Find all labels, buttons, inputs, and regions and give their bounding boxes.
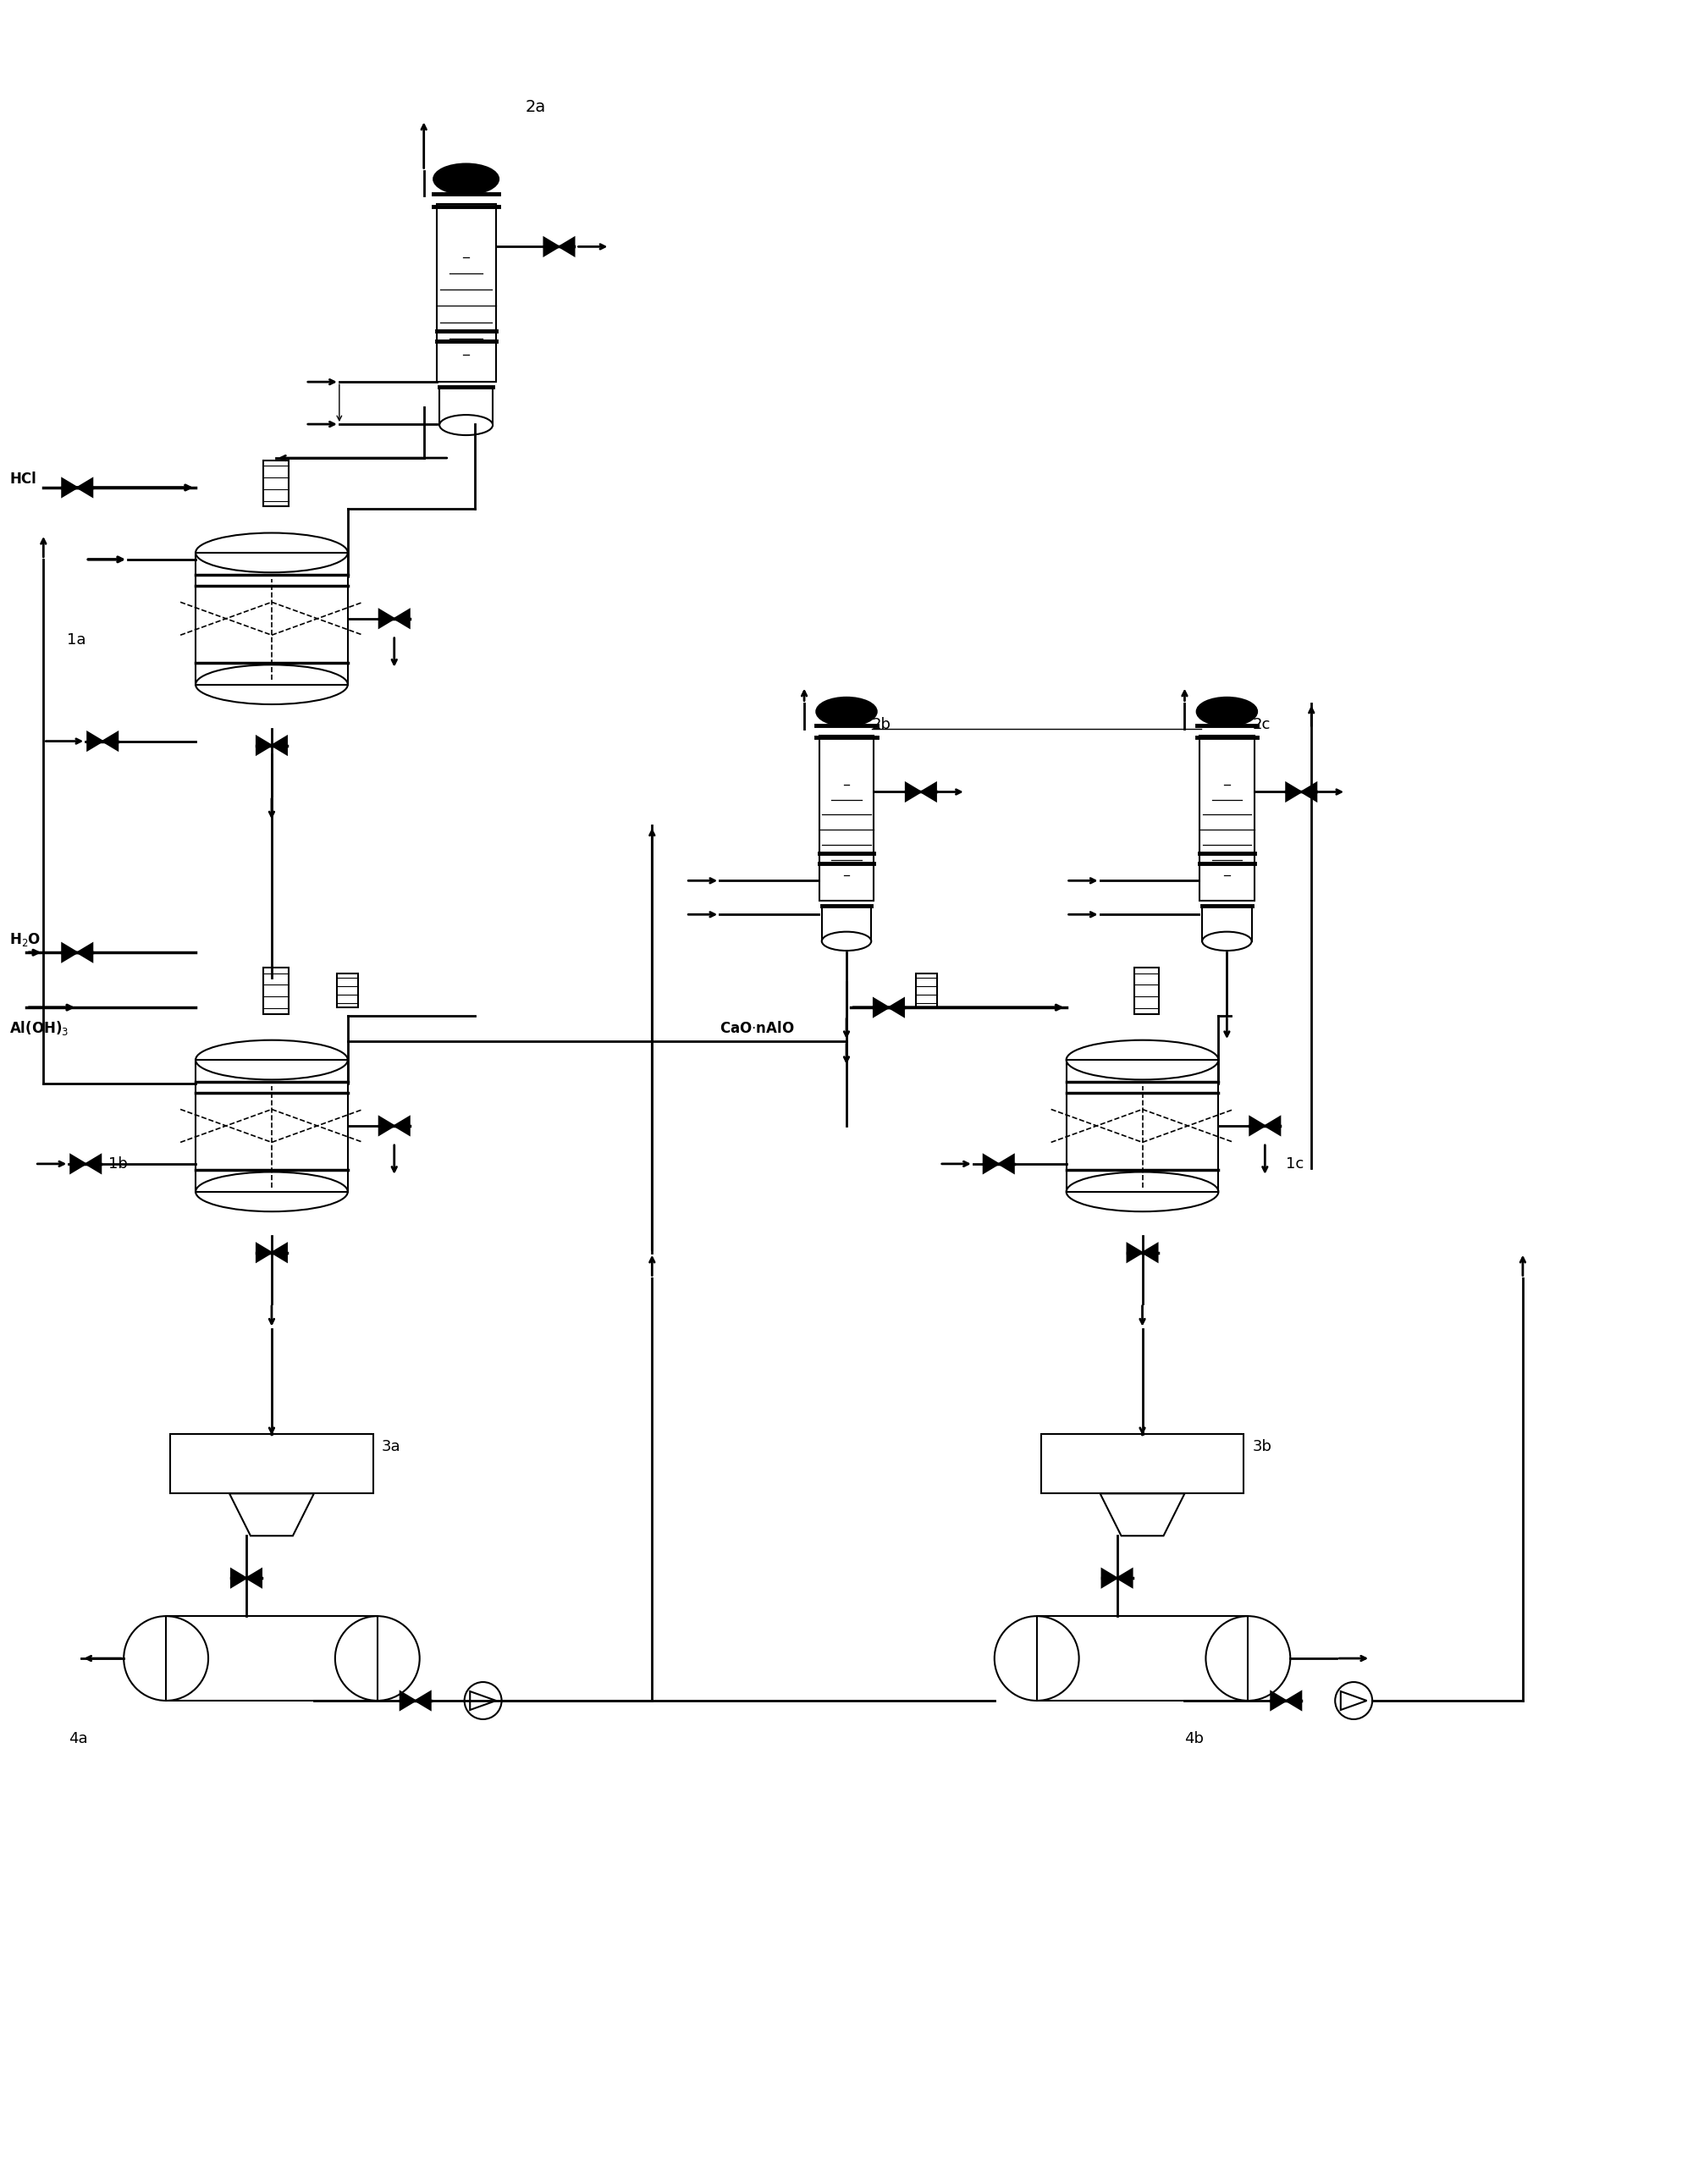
Text: 2b: 2b [872, 716, 891, 732]
Bar [1041, 1435, 1244, 1494]
Bar [821, 906, 871, 941]
Polygon shape [257, 736, 271, 753]
Polygon shape [1302, 782, 1317, 802]
Bar [1067, 1059, 1218, 1192]
Text: 1a: 1a [66, 631, 85, 646]
Text: HCl: HCl [10, 472, 36, 487]
Bar [440, 387, 492, 426]
Polygon shape [1287, 782, 1302, 802]
Polygon shape [378, 609, 394, 627]
Polygon shape [874, 998, 889, 1016]
Polygon shape [416, 1693, 431, 1710]
Text: H$_2$O: H$_2$O [10, 930, 41, 948]
Polygon shape [1287, 1693, 1302, 1710]
Ellipse shape [816, 697, 878, 725]
Polygon shape [544, 238, 559, 256]
Text: Al(OH)$_3$: Al(OH)$_3$ [10, 1020, 70, 1037]
Polygon shape [77, 478, 92, 496]
Bar [165, 1616, 377, 1701]
Text: 4b: 4b [1184, 1732, 1205, 1747]
Polygon shape [77, 943, 92, 961]
Bar [337, 974, 358, 1007]
Ellipse shape [1196, 697, 1258, 725]
Polygon shape [920, 782, 935, 802]
Polygon shape [87, 732, 102, 751]
Polygon shape [271, 736, 286, 753]
Polygon shape [102, 732, 118, 751]
Polygon shape [247, 1568, 261, 1588]
Bar [262, 968, 288, 1013]
Polygon shape [271, 1243, 286, 1262]
Ellipse shape [440, 415, 492, 435]
Bar [820, 736, 874, 902]
Polygon shape [1271, 1693, 1287, 1710]
Ellipse shape [433, 164, 499, 194]
Bar [1036, 1616, 1247, 1701]
Polygon shape [1126, 1243, 1142, 1262]
Bar [436, 205, 496, 382]
Polygon shape [85, 1155, 101, 1173]
Ellipse shape [821, 933, 871, 950]
Bar [1200, 736, 1254, 902]
Polygon shape [1249, 1116, 1264, 1136]
Ellipse shape [1203, 933, 1252, 950]
Polygon shape [378, 1116, 394, 1136]
Polygon shape [1142, 1243, 1157, 1262]
Polygon shape [394, 1116, 409, 1136]
Polygon shape [889, 998, 905, 1016]
Text: 3b: 3b [1252, 1439, 1271, 1455]
Polygon shape [559, 238, 574, 256]
Polygon shape [999, 1155, 1014, 1173]
Text: 1c: 1c [1287, 1155, 1304, 1171]
Text: 2a: 2a [525, 98, 545, 116]
Polygon shape [232, 1568, 247, 1588]
Bar [1133, 968, 1159, 1013]
Bar [262, 461, 288, 507]
Polygon shape [907, 782, 920, 802]
Text: 2c: 2c [1252, 716, 1271, 732]
Polygon shape [983, 1155, 999, 1173]
Polygon shape [400, 1693, 416, 1710]
Polygon shape [394, 609, 409, 627]
Polygon shape [70, 1155, 85, 1173]
Text: 1b: 1b [109, 1155, 128, 1171]
Bar [917, 974, 937, 1007]
Text: CaO$\cdot$nAlO: CaO$\cdot$nAlO [719, 1020, 794, 1035]
Polygon shape [61, 943, 77, 961]
Polygon shape [1264, 1116, 1280, 1136]
Bar [196, 553, 348, 684]
Text: 3a: 3a [382, 1439, 400, 1455]
Bar [1203, 906, 1252, 941]
Polygon shape [61, 478, 77, 496]
Polygon shape [1118, 1568, 1131, 1588]
Polygon shape [1102, 1568, 1118, 1588]
Bar [196, 1059, 348, 1192]
Bar [170, 1435, 373, 1494]
Polygon shape [257, 1243, 271, 1262]
Text: 4a: 4a [68, 1732, 89, 1747]
